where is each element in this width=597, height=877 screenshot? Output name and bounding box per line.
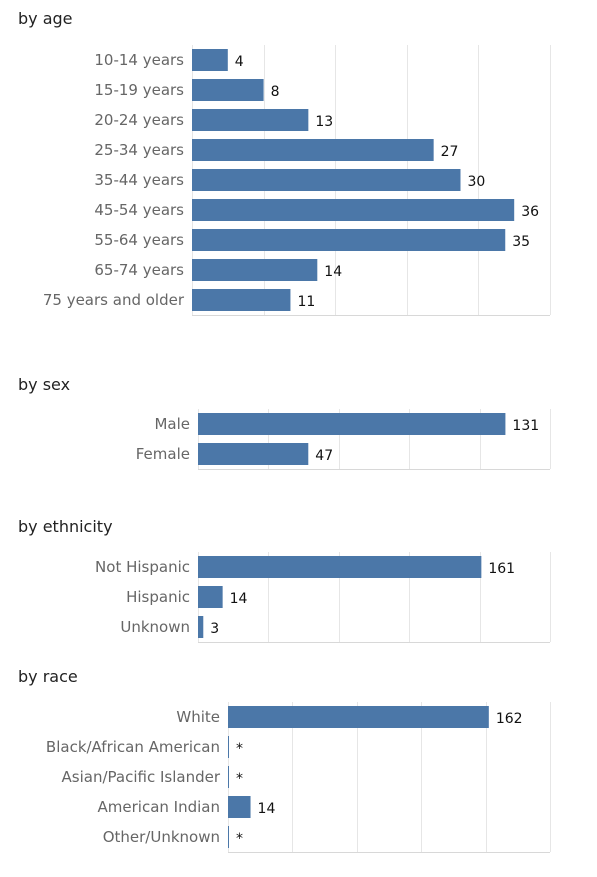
race-title: by race bbox=[18, 667, 78, 686]
age-bar bbox=[192, 259, 318, 281]
race-category-label: Black/African American bbox=[46, 738, 220, 756]
race-value-label: 162 bbox=[496, 711, 523, 727]
race-value-label: * bbox=[236, 771, 243, 787]
sex-value-label: 131 bbox=[512, 418, 539, 434]
age-value-label: 30 bbox=[468, 174, 486, 190]
age-category-label: 15-19 years bbox=[94, 81, 184, 99]
race-category-label: Other/Unknown bbox=[103, 828, 220, 846]
race-bar bbox=[228, 736, 229, 758]
age-bar bbox=[192, 49, 228, 71]
race-value-label: * bbox=[236, 741, 243, 757]
age-bar bbox=[192, 79, 264, 101]
age-value-label: 4 bbox=[235, 54, 244, 70]
age-category-label: 20-24 years bbox=[94, 111, 184, 129]
age-bar bbox=[192, 229, 506, 251]
age-value-label: 11 bbox=[297, 294, 315, 310]
race-bar bbox=[228, 766, 229, 788]
age-category-label: 75 years and older bbox=[43, 291, 185, 309]
age-value-label: 8 bbox=[271, 84, 280, 100]
age-category-label: 45-54 years bbox=[94, 201, 184, 219]
age-category-label: 35-44 years bbox=[94, 171, 184, 189]
ethnicity-bar bbox=[198, 586, 223, 608]
ethnicity-title: by ethnicity bbox=[18, 517, 113, 536]
race-value-label: * bbox=[236, 831, 243, 847]
ethnicity-bar bbox=[198, 556, 482, 578]
ethnicity-bar bbox=[198, 616, 204, 638]
sex-bar bbox=[198, 443, 309, 465]
sex-value-label: 47 bbox=[315, 448, 333, 464]
age-bar bbox=[192, 199, 515, 221]
ethnicity-value-label: 3 bbox=[210, 621, 219, 637]
ethnicity-category-label: Unknown bbox=[120, 618, 190, 636]
race-bar bbox=[228, 706, 489, 728]
age-category-label: 55-64 years bbox=[94, 231, 184, 249]
sex-category-label: Male bbox=[154, 415, 190, 433]
age-bar bbox=[192, 139, 434, 161]
age-bar bbox=[192, 109, 309, 131]
age-value-label: 36 bbox=[521, 204, 539, 220]
race-category-label: Asian/Pacific Islander bbox=[62, 768, 221, 786]
age-value-label: 14 bbox=[324, 264, 342, 280]
race-category-label: American Indian bbox=[98, 798, 220, 816]
age-category-label: 10-14 years bbox=[94, 51, 184, 69]
age-value-label: 13 bbox=[315, 114, 333, 130]
age-title: by age bbox=[18, 9, 73, 28]
age-bar bbox=[192, 289, 291, 311]
sex-bar bbox=[198, 413, 506, 435]
race-value-label: 14 bbox=[258, 801, 276, 817]
age-category-label: 25-34 years bbox=[94, 141, 184, 159]
age-value-label: 35 bbox=[512, 234, 530, 250]
age-category-label: 65-74 years bbox=[94, 261, 184, 279]
age-chart: 10-14 years 4 15-19 years 8 20-24 years 13 25-… bbox=[43, 45, 551, 316]
age-bar bbox=[192, 169, 461, 191]
race-bar bbox=[228, 796, 251, 818]
sex-title: by sex bbox=[18, 375, 71, 394]
ethnicity-category-label: Hispanic bbox=[126, 588, 190, 606]
ethnicity-value-label: 161 bbox=[488, 561, 515, 577]
sex-category-label: Female bbox=[136, 445, 190, 463]
age-value-label: 27 bbox=[441, 144, 459, 160]
race-category-label: White bbox=[176, 708, 220, 726]
ethnicity-value-label: 14 bbox=[230, 591, 248, 607]
ethnicity-category-label: Not Hispanic bbox=[95, 558, 190, 576]
race-bar bbox=[228, 826, 229, 848]
